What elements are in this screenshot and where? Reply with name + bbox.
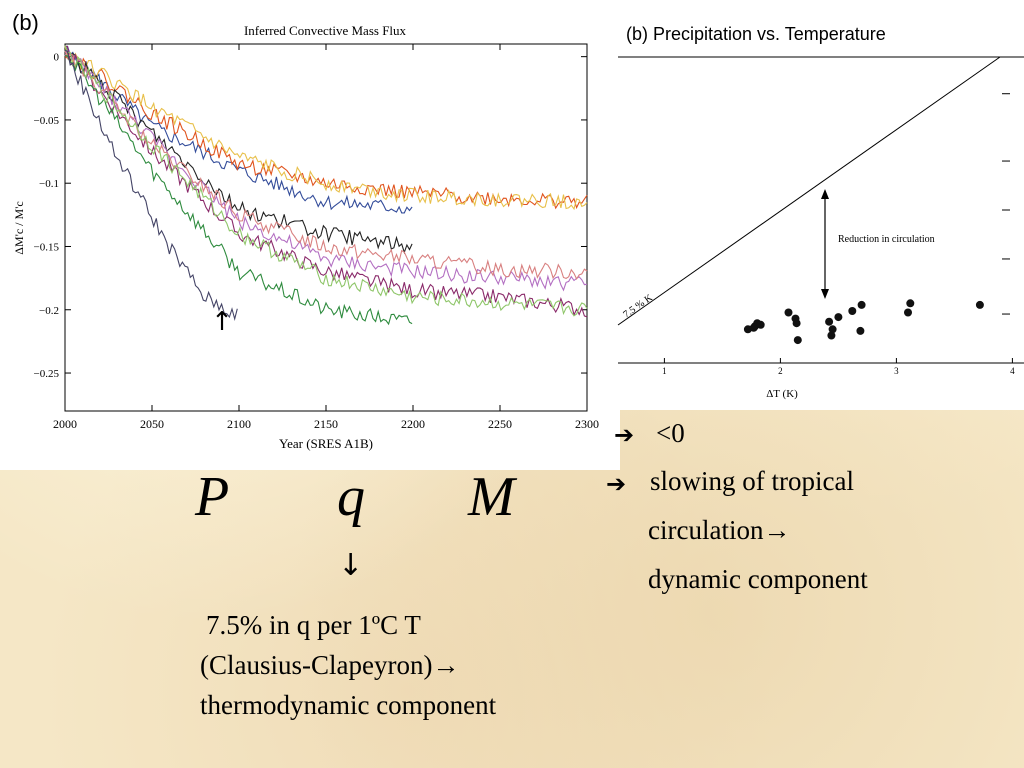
x-tick-label: 2300 xyxy=(575,417,599,431)
series-line xyxy=(64,50,588,281)
scatter-point xyxy=(825,317,834,326)
y-tick-label: −0.2 xyxy=(39,305,59,317)
y-tick-label: −0.25 xyxy=(34,368,60,380)
chart-title: (b) Precipitation vs. Temperature xyxy=(626,24,886,44)
reference-line-label: 7.5 % K xyxy=(621,292,655,320)
series-line xyxy=(64,45,413,214)
scatter-point xyxy=(828,325,837,334)
scatter-point xyxy=(848,307,857,315)
reference-line-7-5-percent xyxy=(617,56,1001,326)
precipitation-temperature-chart: (b) Precipitation vs. Temperature 1 2 3 4 7… xyxy=(617,24,1024,400)
m-circulation-text: circulation→ xyxy=(648,515,791,545)
x-tick-label: 3 xyxy=(894,366,899,376)
q-line-1: 7.5% in q per 1ºC T xyxy=(206,610,421,640)
x-ticks: 1 2 3 4 xyxy=(662,358,1015,376)
panel-label: (b) xyxy=(12,10,39,35)
y-tick-label: −0.05 xyxy=(34,115,60,127)
x-tick-label: 2150 xyxy=(314,417,338,431)
series-line xyxy=(64,46,588,211)
series-line xyxy=(64,48,588,292)
x-tick-label: 1 xyxy=(662,366,667,376)
y-tick-label: 0 xyxy=(54,52,60,64)
plot-frame xyxy=(64,43,588,412)
scatter-point xyxy=(784,308,793,317)
chart-backdrop xyxy=(0,0,1024,410)
x-tick-label: 2000 xyxy=(53,417,77,431)
x-tick-label: 2100 xyxy=(227,417,251,431)
right-ticks xyxy=(1002,93,1010,315)
reduction-arrow-head-bottom xyxy=(821,289,829,299)
series-line xyxy=(64,50,413,255)
m-slowing-arrow-icon: ➔ xyxy=(606,470,627,498)
q-line-2: (Clausius-Clapeyron)→ xyxy=(200,650,460,680)
scatter-point xyxy=(904,308,912,317)
up-arrow-annotation: ↑ xyxy=(211,307,233,337)
reduction-arrow-head-top xyxy=(821,189,829,199)
scatter-point xyxy=(756,320,765,329)
scatter-point xyxy=(792,319,801,328)
chart-title: Inferred Convective Mass Flux xyxy=(244,23,407,38)
var-q: q xyxy=(337,466,365,528)
x-tick-label: 2250 xyxy=(488,417,512,431)
scatter-points xyxy=(743,299,984,345)
y-tick-label: −0.15 xyxy=(34,241,60,253)
q-down-arrow-icon: ↓ xyxy=(338,548,364,583)
x-tick-label: 2 xyxy=(778,366,783,376)
scatter-point xyxy=(834,313,843,322)
m-less-than-zero: <0 xyxy=(656,418,685,448)
scatter-point xyxy=(857,300,866,309)
x-ticks xyxy=(64,44,588,411)
scatter-point xyxy=(749,323,758,332)
y-tick-label: −0.1 xyxy=(39,178,59,190)
m-slowing-text: slowing of tropical xyxy=(650,466,854,496)
reduction-annotation: Reduction in circulation xyxy=(838,234,935,245)
convective-mass-flux-chart: (b) Inferred Convective Mass Flux 2000 20… xyxy=(12,10,599,451)
scatter-point xyxy=(793,336,802,345)
x-tick-label: 2050 xyxy=(140,417,164,431)
y-axis-label: ΔM'c / M'c xyxy=(12,201,26,254)
chart-backdrop-lower xyxy=(0,410,620,470)
series-lines xyxy=(64,45,588,326)
series-line xyxy=(64,49,238,322)
series-line xyxy=(64,45,588,317)
q-line-3: thermodynamic component xyxy=(200,690,497,720)
scatter-point xyxy=(827,331,836,340)
scatter-point xyxy=(975,300,984,309)
var-p: P xyxy=(195,466,230,528)
x-axis-label: Year (SRES A1B) xyxy=(279,436,373,451)
m-arrow-icon: ➔ xyxy=(614,421,635,449)
scatter-point xyxy=(856,326,865,335)
x-tick-label: 4 xyxy=(1010,366,1015,376)
x-tick-label: 2200 xyxy=(401,417,425,431)
series-line xyxy=(64,55,413,326)
series-line xyxy=(64,55,588,210)
m-dynamic-text: dynamic component xyxy=(648,564,868,594)
tick-labels: 2000 2050 2100 2150 2200 2250 2300 0 −0.05 −0.1 −0… xyxy=(34,52,599,431)
scatter-point xyxy=(906,299,915,308)
var-m: M xyxy=(468,466,515,528)
x-axis-label: ΔT (K) xyxy=(766,388,798,400)
